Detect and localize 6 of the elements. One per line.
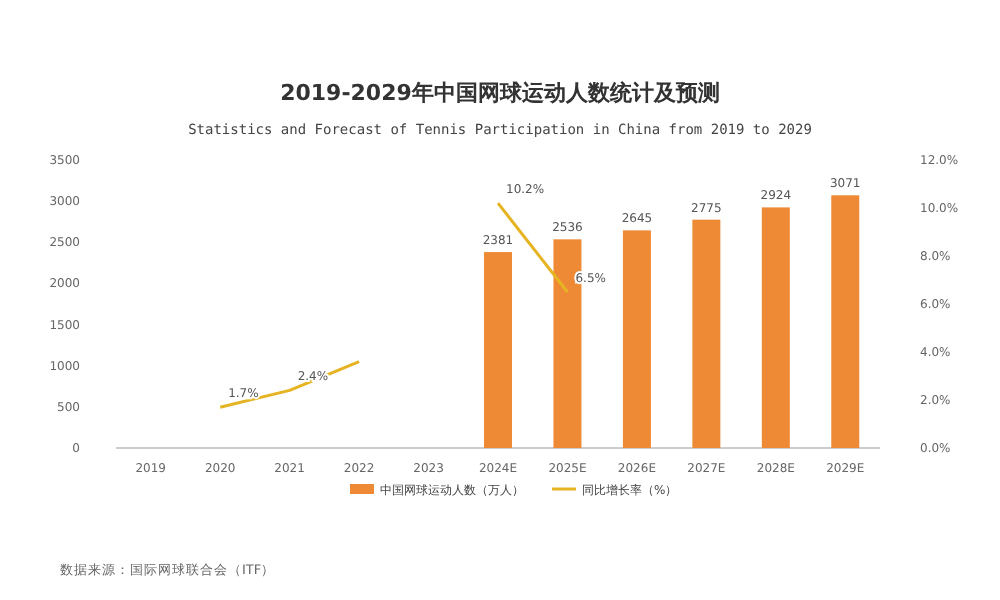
bar	[761, 207, 790, 448]
bar	[692, 219, 721, 448]
bar	[622, 230, 651, 448]
bar	[484, 252, 512, 448]
chart-title: 2019-2029年中国网球运动人数统计及预测	[280, 80, 720, 106]
bar	[831, 195, 860, 448]
